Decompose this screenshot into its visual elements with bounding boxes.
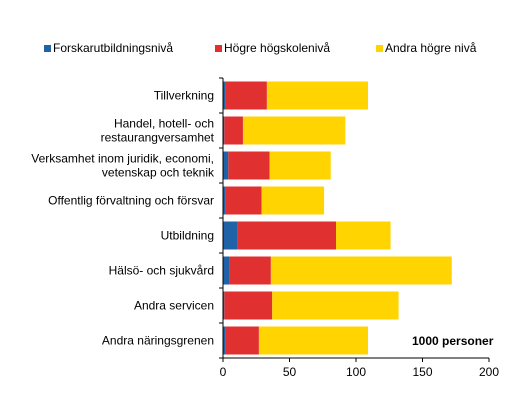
bar-4-series-2 bbox=[225, 186, 262, 215]
bar-5-series-3 bbox=[336, 221, 391, 250]
category-label-3-line-1: Verksamhet inom juridik, economi, bbox=[31, 152, 214, 166]
category-label-6: Hälsö- och sjukvård bbox=[109, 264, 214, 278]
bar-1-series-2 bbox=[225, 81, 267, 110]
bar-2-series-1 bbox=[223, 116, 225, 145]
bar-6-series-3 bbox=[270, 256, 452, 285]
bar-6-series-1 bbox=[223, 256, 230, 285]
bar-6-series-2 bbox=[229, 256, 271, 285]
category-label-1: Tillverkning bbox=[154, 89, 214, 103]
bar-4-series-3 bbox=[261, 186, 325, 215]
bar-4-series-1 bbox=[223, 186, 226, 215]
bar-8-series-2 bbox=[225, 326, 259, 355]
x-tick-label-2: 50 bbox=[283, 365, 297, 379]
bar-7-series-2 bbox=[224, 291, 273, 320]
legend-label-2: Högre högskolenivå bbox=[224, 41, 330, 55]
legend: Forskarutbildningsnivå Högre högskolenivå… bbox=[44, 41, 477, 55]
legend-label-3: Andra högre nivå bbox=[385, 41, 477, 55]
bar-8-series-1 bbox=[223, 326, 226, 355]
category-label-2-line-2: restaurangversamhet bbox=[101, 131, 215, 145]
legend-label-1: Forskarutbildningsnivå bbox=[53, 41, 173, 55]
bar-7-series-1 bbox=[223, 291, 225, 320]
category-label-2-line-1: Handel, hotell- och bbox=[114, 117, 214, 131]
category-label-4: Offentlig förvaltning och försvar bbox=[48, 194, 214, 208]
unit-annotation: 1000 personer bbox=[412, 334, 494, 348]
bar-3-series-1 bbox=[223, 151, 229, 180]
legend-swatch-1 bbox=[44, 45, 51, 52]
bar-5-series-2 bbox=[237, 221, 337, 250]
category-label-7: Andra servicen bbox=[134, 299, 214, 313]
legend-swatch-2 bbox=[215, 45, 222, 52]
category-label-3-line-2: vetenskap och teknik bbox=[102, 166, 215, 180]
x-tick-label-3: 100 bbox=[346, 365, 366, 379]
x-tick-label-5: 200 bbox=[479, 365, 499, 379]
bar-8-series-3 bbox=[258, 326, 368, 355]
bar-2-series-3 bbox=[242, 116, 346, 145]
bars bbox=[223, 81, 452, 355]
bar-2-series-2 bbox=[224, 116, 243, 145]
bar-1-series-3 bbox=[266, 81, 368, 110]
x-axis: 0 50 100 150 200 bbox=[219, 77, 499, 379]
bar-3-series-2 bbox=[228, 151, 270, 180]
legend-swatch-3 bbox=[376, 45, 383, 52]
category-label-5: Utbildning bbox=[161, 229, 214, 243]
bar-7-series-3 bbox=[272, 291, 399, 320]
x-tick-label-4: 150 bbox=[412, 365, 432, 379]
category-labels: Tillverkning Handel, hotell- ochrestauran… bbox=[31, 89, 215, 348]
category-label-8: Andra näringsgrenen bbox=[102, 334, 214, 348]
bar-5-series-1 bbox=[223, 221, 238, 250]
bar-3-series-3 bbox=[269, 151, 331, 180]
x-tick-label-1: 0 bbox=[220, 365, 227, 379]
bar-1-series-1 bbox=[223, 81, 226, 110]
